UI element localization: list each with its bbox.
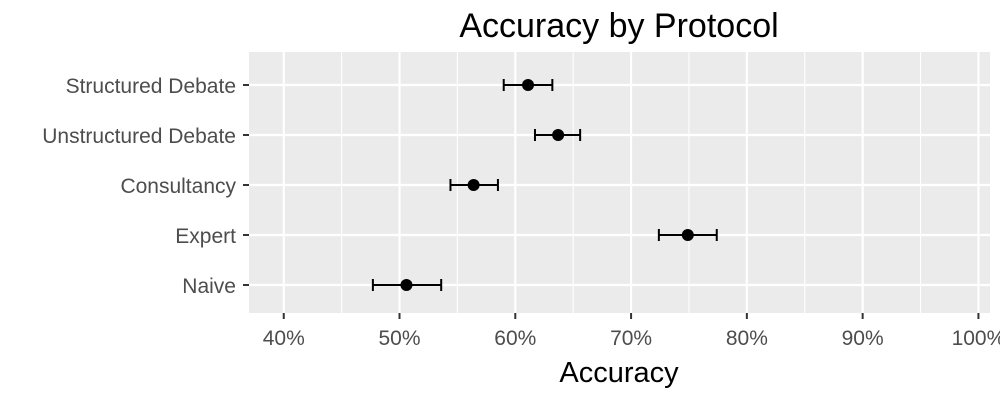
data-point	[522, 79, 535, 91]
x-axis-title: Accuracy	[559, 357, 679, 389]
chart-title: Accuracy by Protocol	[459, 7, 778, 45]
y-axis-ticks: Structured Debate Unstructured Debate Cons…	[42, 75, 249, 298]
y-tick-label: Unstructured Debate	[42, 125, 236, 148]
data-point	[552, 129, 565, 141]
x-tick-label: 70%	[610, 327, 652, 350]
x-tick-label: 80%	[726, 327, 768, 350]
data-point	[467, 179, 480, 191]
minor-gridlines	[341, 52, 922, 313]
x-axis-ticks: 40% 50% 60% 70% 80% 90% 100%	[263, 313, 1000, 350]
x-tick-label: 50%	[379, 327, 421, 350]
y-tick-label: Naive	[182, 275, 236, 298]
data-marks	[371, 79, 718, 291]
plot-panel	[249, 52, 990, 313]
y-tick-label: Structured Debate	[66, 75, 236, 98]
x-tick-label: 100%	[952, 327, 1000, 350]
data-point	[400, 279, 413, 291]
x-tick-label: 40%	[263, 327, 305, 350]
x-tick-label: 90%	[842, 327, 884, 350]
y-tick-label: Consultancy	[120, 175, 236, 198]
x-tick-label: 60%	[494, 327, 536, 350]
major-gridlines	[249, 52, 990, 313]
y-tick-label: Expert	[175, 225, 236, 248]
data-point	[681, 229, 694, 241]
